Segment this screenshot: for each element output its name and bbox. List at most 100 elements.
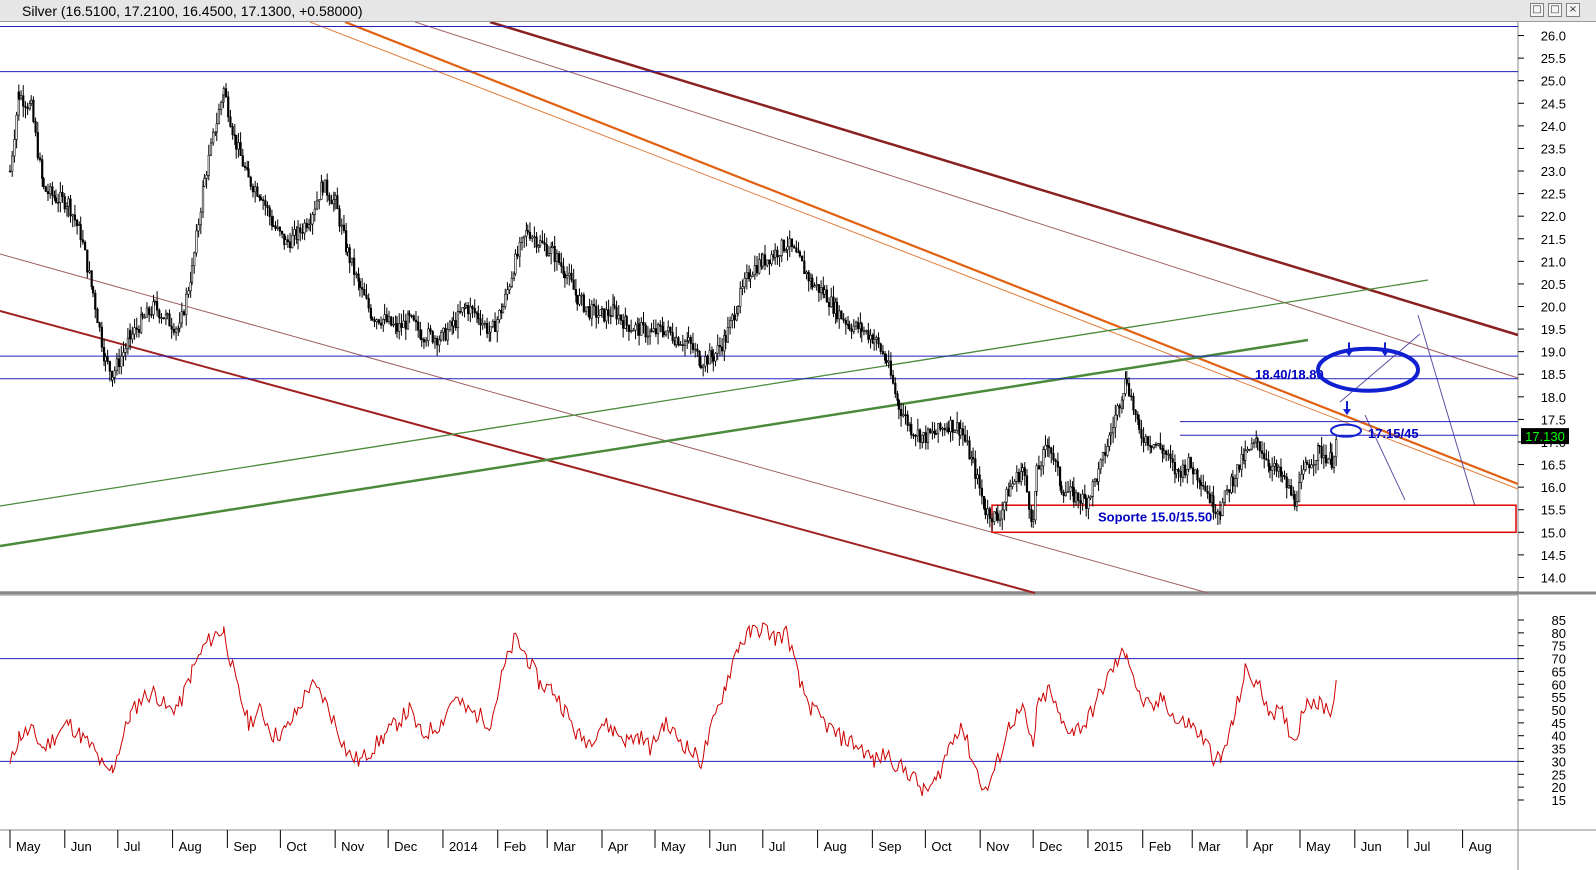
price-candle [627, 324, 631, 332]
price-candle [677, 337, 680, 346]
price-candle [491, 320, 494, 328]
price-candle [1169, 453, 1172, 460]
price-candle [1271, 465, 1274, 471]
price-candle [30, 99, 33, 104]
maximize-button[interactable]: □ [1548, 3, 1562, 17]
price-candle [102, 347, 106, 362]
price-candle [743, 278, 746, 288]
price-candle [160, 317, 163, 319]
window-title: Silver (16.5100, 17.2100, 16.4500, 17.13… [22, 3, 363, 19]
price-candle [197, 224, 200, 232]
price-candle [835, 301, 839, 320]
price-candle [340, 224, 343, 227]
price-candle [1184, 464, 1187, 476]
price-candle [422, 339, 426, 343]
price-candle [951, 419, 954, 433]
price-candle [215, 123, 218, 133]
price-candle [1079, 500, 1082, 504]
price-candle [446, 329, 449, 341]
axis-background [1518, 22, 1596, 870]
price-candle [642, 321, 645, 326]
date-tick-label: Jul [124, 839, 141, 854]
price-candle [815, 284, 818, 287]
price-candle [1001, 509, 1004, 520]
price-candle [187, 290, 190, 295]
price-candle [104, 356, 107, 362]
price-candle [619, 314, 623, 321]
projection-line [1417, 314, 1476, 507]
price-candle [1204, 485, 1207, 492]
date-tick-label: Sep [878, 839, 901, 854]
restore-button[interactable]: □ [1530, 3, 1544, 17]
down-arrow-head-icon [1345, 350, 1353, 357]
price-candle [922, 432, 925, 436]
price-candle [402, 320, 405, 328]
price-candle [469, 306, 472, 315]
resistance-trendline-thin [414, 22, 1519, 379]
price-candle [1097, 468, 1100, 482]
price-candle [1112, 427, 1115, 434]
date-tick-label: Jun [716, 839, 737, 854]
price-candle [417, 321, 420, 331]
price-candle [840, 310, 843, 320]
price-candle [776, 249, 779, 258]
price-candle [838, 310, 841, 320]
price-candle [209, 142, 213, 156]
price-axis: 26.0 25.5 25.0 24.5 24.0 23.5 23.0 22.5 22.0 21.5… [1518, 29, 1569, 585]
price-candle [336, 195, 339, 210]
price-candle [323, 179, 327, 193]
price-candle [1196, 469, 1199, 481]
price-tick-label: 17.5 [1541, 412, 1566, 427]
date-tick-label: Oct [286, 839, 307, 854]
price-candle [603, 308, 606, 322]
price-candle [580, 294, 583, 297]
price-candle [721, 346, 724, 352]
date-tick-label: Jul [1414, 839, 1431, 854]
price-candle [716, 345, 719, 354]
price-candle [850, 328, 853, 332]
price-candle [247, 168, 250, 178]
price-candle [207, 154, 210, 176]
price-candle [689, 337, 692, 344]
price-candle [1290, 485, 1293, 496]
price-candle [906, 414, 909, 426]
price-candle [1189, 457, 1192, 469]
rsi-tick-label: 85 [1552, 613, 1566, 628]
price-candle [1273, 463, 1276, 467]
price-candle [912, 434, 915, 437]
price-candle [1256, 438, 1259, 443]
price-candle [1140, 429, 1143, 439]
price-candle [885, 359, 888, 363]
date-tick-label: Mar [553, 839, 576, 854]
price-candle [100, 326, 103, 348]
rsi-panel-background [0, 596, 1518, 830]
price-candle [605, 309, 608, 322]
price-candle [1298, 482, 1301, 503]
price-candle [350, 257, 354, 263]
date-tick-label: Nov [986, 839, 1010, 854]
price-candle [126, 337, 129, 349]
price-candle [1146, 436, 1150, 446]
price-candle [708, 350, 711, 365]
price-candle [691, 343, 695, 350]
price-candle [749, 276, 752, 280]
price-candle [272, 225, 275, 227]
price-candle [330, 199, 333, 205]
price-candle [1191, 467, 1195, 475]
price-candle [1293, 494, 1296, 507]
price-candle [32, 99, 35, 122]
price-candle [355, 273, 358, 276]
price-candle [971, 457, 975, 460]
price-candle [1037, 465, 1041, 470]
price-candle [177, 327, 180, 330]
price-candle [19, 95, 23, 99]
price-candle [1330, 452, 1333, 469]
price-candle [811, 277, 814, 288]
price-candle [761, 254, 764, 267]
close-button[interactable]: × [1566, 3, 1580, 17]
date-tick-label: 2015 [1094, 839, 1123, 854]
price-candle [436, 337, 439, 346]
price-candle [387, 316, 391, 322]
price-candle [28, 103, 31, 110]
price-candle [865, 330, 868, 332]
